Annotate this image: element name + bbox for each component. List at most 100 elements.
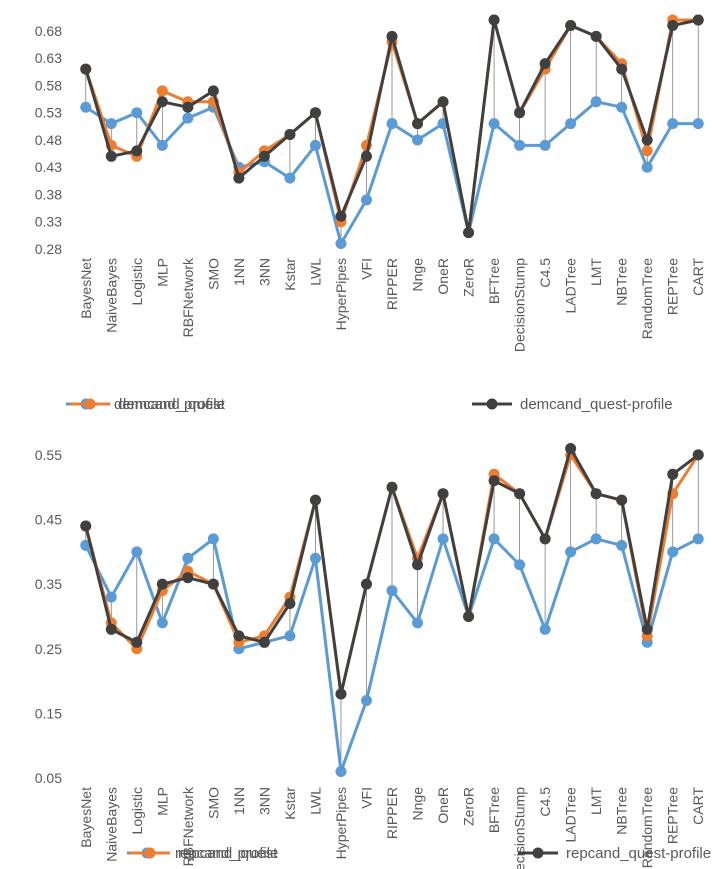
data-point — [360, 150, 372, 162]
x-tick-label: Nnge — [410, 258, 426, 292]
data-point — [514, 488, 526, 500]
data-point — [616, 494, 628, 506]
data-point — [207, 85, 219, 97]
x-tick-label: BFTree — [486, 258, 502, 304]
y-tick-label: 0.35 — [35, 576, 62, 592]
data-point — [156, 617, 168, 629]
data-point — [131, 636, 143, 648]
data-point — [488, 14, 500, 26]
x-tick-label: MLP — [154, 258, 170, 287]
data-point — [360, 694, 372, 706]
data-point — [488, 475, 500, 487]
data-point — [641, 623, 653, 635]
data-point — [386, 118, 398, 130]
data-point — [514, 107, 526, 119]
legend-label: demcand_profile — [114, 396, 225, 413]
x-tick-label: DecisionStump — [512, 258, 528, 352]
data-point — [590, 30, 602, 42]
x-tick-label: Kstar — [282, 258, 298, 291]
x-tick-label: HyperPipes — [333, 787, 349, 859]
data-point — [207, 578, 219, 590]
data-point — [514, 559, 526, 571]
data-point — [80, 63, 92, 75]
data-point — [412, 617, 424, 629]
data-point — [80, 520, 92, 532]
x-tick-label: RandomTree — [639, 787, 655, 868]
x-tick-label: NBTree — [614, 787, 630, 835]
data-point — [539, 623, 551, 635]
data-point — [156, 85, 168, 97]
x-tick-label: RBFNetwork — [180, 257, 196, 337]
x-tick-label: C4.5 — [537, 258, 553, 288]
legend-marker — [532, 847, 544, 859]
legend-label: repcand_quest-profile — [566, 845, 711, 862]
data-point — [131, 546, 143, 558]
data-point — [667, 468, 679, 480]
x-tick-label: SMO — [205, 258, 221, 290]
x-tick-label: MLP — [154, 787, 170, 816]
data-point — [692, 533, 704, 545]
data-point — [360, 194, 372, 206]
data-point — [565, 118, 577, 130]
data-point — [616, 101, 628, 113]
x-tick-label: C4.5 — [537, 787, 553, 817]
data-point — [335, 766, 347, 778]
data-point — [412, 118, 424, 130]
data-point — [233, 172, 245, 184]
data-point — [258, 636, 270, 648]
data-point — [309, 552, 321, 564]
data-point — [80, 101, 92, 113]
data-point — [156, 139, 168, 151]
data-point — [565, 19, 577, 31]
y-tick-label: 0.53 — [35, 105, 62, 121]
y-tick-label: 0.28 — [35, 241, 62, 257]
data-point — [386, 585, 398, 597]
x-tick-label: VFI — [358, 787, 374, 809]
x-tick-label: RIPPER — [384, 787, 400, 839]
x-tick-label: CART — [690, 787, 706, 825]
data-point — [667, 546, 679, 558]
legend-marker — [84, 398, 96, 410]
data-point — [412, 134, 424, 146]
data-point — [335, 688, 347, 700]
data-point — [309, 107, 321, 119]
data-point — [437, 533, 449, 545]
x-tick-label: 1NN — [231, 258, 247, 286]
data-point — [667, 118, 679, 130]
data-point — [131, 145, 143, 157]
x-tick-label: HyperPipes — [333, 258, 349, 330]
data-point — [386, 30, 398, 42]
data-point — [463, 227, 475, 239]
x-tick-label: RIPPER — [384, 258, 400, 310]
data-point — [616, 539, 628, 551]
x-tick-label: ZeroR — [461, 258, 477, 297]
legend-label: demcand_quest — [118, 396, 226, 413]
data-point — [131, 107, 143, 119]
x-tick-label: LMT — [588, 258, 604, 286]
legend-marker — [144, 847, 156, 859]
data-point — [641, 134, 653, 146]
data-point — [692, 449, 704, 461]
x-tick-label: VFI — [358, 258, 374, 280]
data-point — [590, 96, 602, 108]
data-point — [156, 578, 168, 590]
x-tick-label: LWL — [307, 787, 323, 815]
y-tick-label: 0.25 — [35, 641, 62, 657]
x-tick-label: OneR — [435, 787, 451, 824]
x-tick-label: NaiveBayes — [103, 258, 119, 333]
chart-rep: 0.05 0.15 0.25 0.35 0.45 0.55 BayesNet NaiveBay… — [35, 442, 711, 869]
x-tick-label: LADTree — [563, 787, 579, 843]
x-tick-label: 3NN — [256, 787, 272, 815]
data-point — [105, 118, 117, 130]
chart-dem: 0.28 0.33 0.38 0.43 0.48 0.53 0.58 0.63 0.68 Baye… — [35, 14, 706, 413]
data-point — [335, 238, 347, 250]
x-tick-label: 3NN — [256, 258, 272, 286]
data-point — [488, 533, 500, 545]
x-tick-label: DecisionStump — [512, 787, 528, 869]
legend-label: demcand_quest-profile — [520, 396, 673, 413]
data-point — [590, 488, 602, 500]
data-point — [309, 494, 321, 506]
data-point — [335, 210, 347, 222]
data-point — [284, 630, 296, 642]
